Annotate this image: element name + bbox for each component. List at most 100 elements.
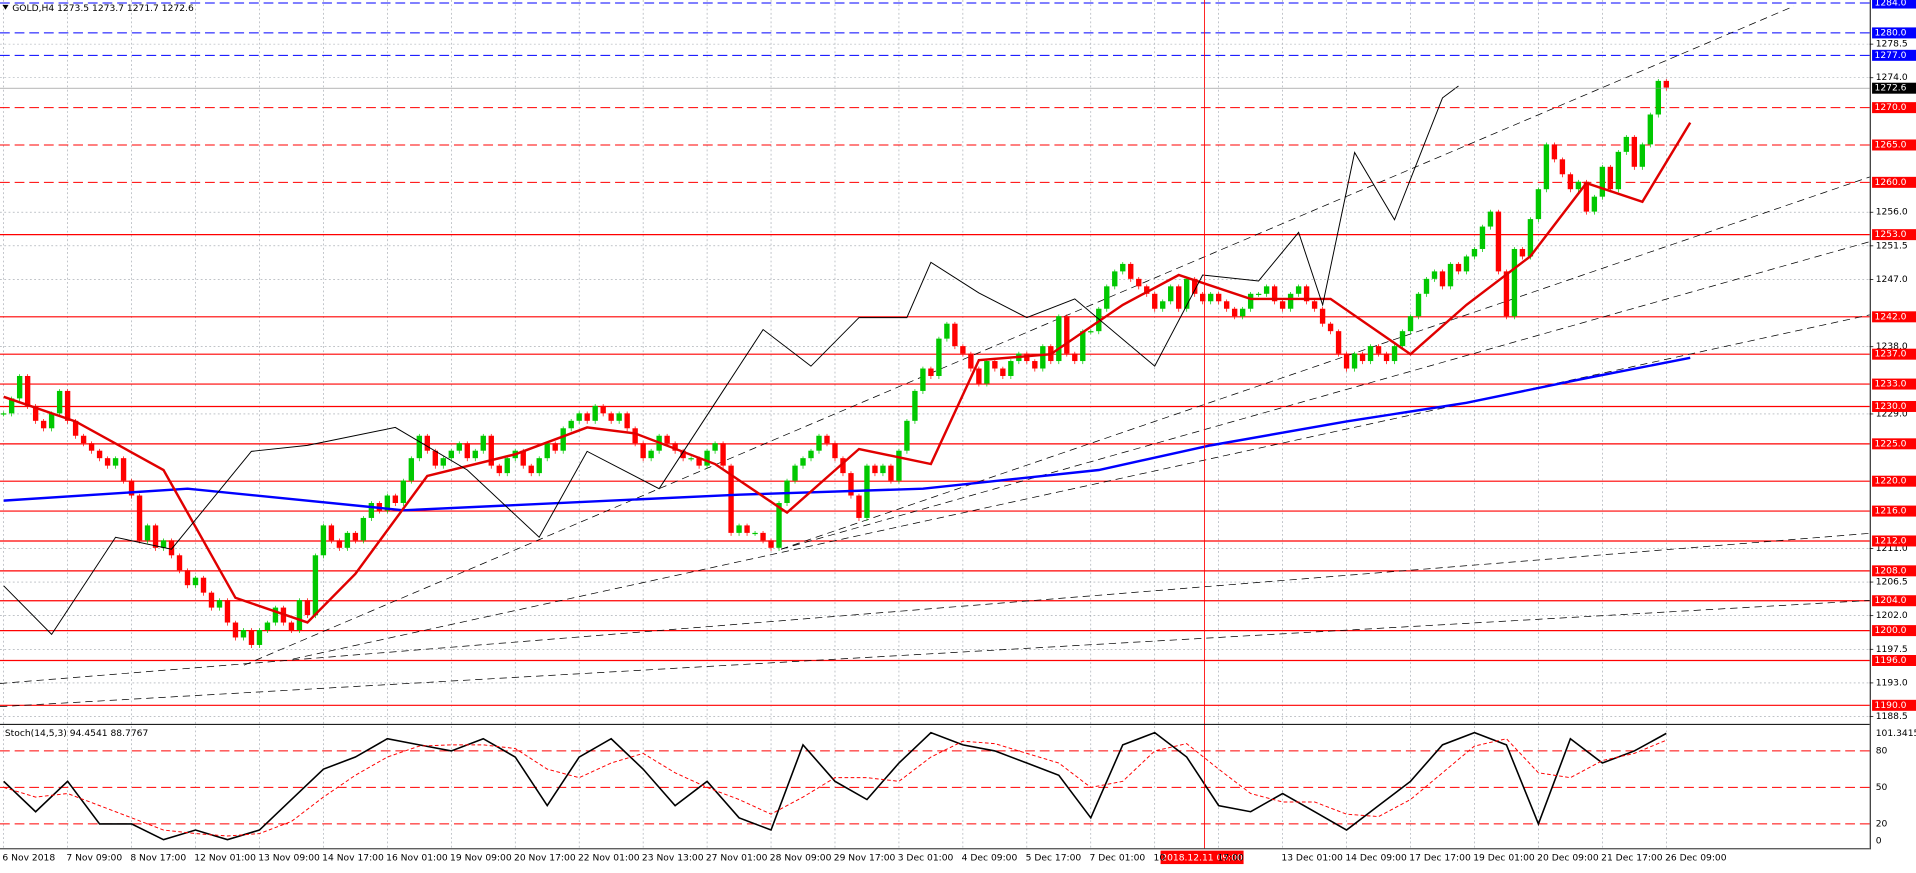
trend-lines (0, 5, 1870, 708)
trend-line (292, 314, 1870, 660)
level-label-box (1872, 229, 1916, 241)
x-tick-label: 29 Nov 17:00 (834, 853, 896, 863)
last-price-box (1872, 82, 1916, 94)
x-tick-label: 17:00 (1217, 853, 1244, 863)
x-tick-label: 28 Nov 09:00 (770, 853, 832, 863)
x-tick-label: 13 Dec 01:00 (1281, 853, 1343, 863)
level-label: 1212.0 (1875, 536, 1907, 546)
level-label-box (1872, 311, 1916, 323)
level-label: 1204.0 (1875, 596, 1907, 606)
level-label: 1280.0 (1875, 28, 1907, 38)
x-tick-label: 21 Dec 17:00 (1601, 853, 1663, 863)
y-tick-label: 1202.0 (1876, 611, 1908, 621)
y-tick-label: 0 (1876, 836, 1882, 846)
level-label-box (1872, 475, 1916, 487)
level-label-box (1872, 102, 1916, 114)
level-label-box (1872, 595, 1916, 607)
trend-line (780, 241, 1870, 550)
level-label-box (1872, 348, 1916, 360)
y-tick-label: 1229.0 (1876, 409, 1908, 419)
level-label: 1277.0 (1875, 51, 1907, 61)
y-tick-label: 1197.5 (1876, 645, 1908, 655)
x-tick-label: 7 Dec 01:00 (1090, 853, 1146, 863)
level-label-box (1872, 49, 1916, 61)
level-label-box (1872, 400, 1916, 412)
y-tick-label: 1188.5 (1876, 712, 1908, 722)
y-tick-label: 1206.5 (1876, 578, 1908, 588)
x-tick-label: 27 Nov 01:00 (706, 853, 768, 863)
stochastic-line (3, 731, 1667, 841)
x-tick-label: 14 Nov 17:00 (322, 853, 384, 863)
trend-line (243, 5, 1795, 666)
y-tick-label: 101.3415 (1876, 729, 1916, 739)
x-tick-label: 17 Dec 17:00 (1409, 853, 1471, 863)
y-tick-label: 1211.0 (1876, 544, 1908, 554)
x-tick-label: 8 Nov 17:00 (130, 853, 186, 863)
levels (0, 2, 1870, 706)
x-tick-label: 13 Nov 09:00 (258, 853, 320, 863)
x-tick-label: 10 (1154, 853, 1166, 863)
x-tick-label: 23 Nov 13:00 (642, 853, 704, 863)
level-label-box (1872, 176, 1916, 188)
level-label: 1233.0 (1875, 380, 1907, 390)
x-tick-label: 6 Nov 2018 (2, 853, 55, 863)
level-label: 1242.0 (1875, 312, 1907, 322)
x-tick-label: 7 Nov 09:00 (66, 853, 122, 863)
x-tick-label: 5 Dec 17:00 (1026, 853, 1082, 863)
level-label-box (1872, 655, 1916, 666)
x-tick-label: 19 Nov 09:00 (450, 853, 512, 863)
level-label: 1220.0 (1875, 477, 1907, 487)
x-tick-label: 3 Dec 01:00 (898, 853, 954, 863)
x-tick-label: 4 Dec 09:00 (962, 853, 1018, 863)
level-label: 1200.0 (1875, 626, 1907, 636)
cursor-time-box (1160, 850, 1244, 865)
stochastic-panel: Stoch(14,5,3) 94.4541 88.7767 101.3415 80 5… (0, 729, 1916, 846)
level-label-box (1872, 699, 1916, 711)
level-label-box (1872, 625, 1916, 637)
level-label: 1190.0 (1875, 701, 1907, 711)
trend-line (0, 532, 1870, 684)
x-tick-label: 14 Dec 09:00 (1345, 853, 1407, 863)
stochastic-line (3, 738, 1667, 837)
level-label: 1265.0 (1875, 140, 1907, 150)
candles (0, 79, 1669, 648)
level-label: 1270.0 (1875, 103, 1907, 113)
x-tick-label: 16 Nov 01:00 (386, 853, 448, 863)
y-tick-label: 50 (1876, 783, 1888, 793)
level-label: 1284.0 (1875, 0, 1907, 9)
level-label-box (1872, 505, 1916, 517)
indicator-line (3, 85, 1459, 636)
y-tick-label: 1251.5 (1876, 241, 1908, 251)
trend-line (780, 176, 1870, 550)
level-label: 1208.0 (1875, 566, 1907, 576)
level-label: 1237.0 (1875, 350, 1907, 360)
level-label: 1216.0 (1875, 507, 1907, 517)
level-label: 1253.0 (1875, 230, 1907, 240)
level-label: 1196.0 (1875, 656, 1907, 666)
x-tick-label: 22 Nov 01:00 (578, 853, 640, 863)
x-tick-label: 20 Dec 09:00 (1537, 853, 1599, 863)
level-label: 1225.0 (1875, 439, 1907, 449)
indicator-line (3, 121, 1692, 624)
x-tick-label: 12 Nov 01:00 (194, 853, 256, 863)
panel-title: Stoch(14,5,3) 94.4541 88.7767 (5, 729, 149, 739)
y-tick-label: 1238.0 (1876, 342, 1908, 352)
last-price-label: 1272.6 (1875, 84, 1907, 94)
x-tick-label: 26 Dec 09:00 (1665, 853, 1727, 863)
y-tick-label: 1193.0 (1876, 678, 1908, 688)
chart-title: GOLD,H4 1273.5 1273.7 1271.7 1272.6 (12, 4, 194, 14)
trend-line (0, 600, 1870, 708)
y-tick-label: 1256.0 (1876, 208, 1908, 218)
level-label-box (1872, 378, 1916, 390)
y-tick-label: 20 (1876, 819, 1888, 829)
x-tick-label: 19 Dec 01:00 (1473, 853, 1535, 863)
level-label-box (1872, 139, 1916, 151)
level-label-box (1872, 565, 1916, 577)
symbol-menu-icon[interactable] (2, 4, 9, 10)
level-label: 1260.0 (1875, 178, 1907, 188)
y-tick-label: 1247.0 (1876, 275, 1908, 285)
level-label: 1230.0 (1875, 402, 1907, 412)
y-tick-label: 80 (1876, 746, 1888, 756)
